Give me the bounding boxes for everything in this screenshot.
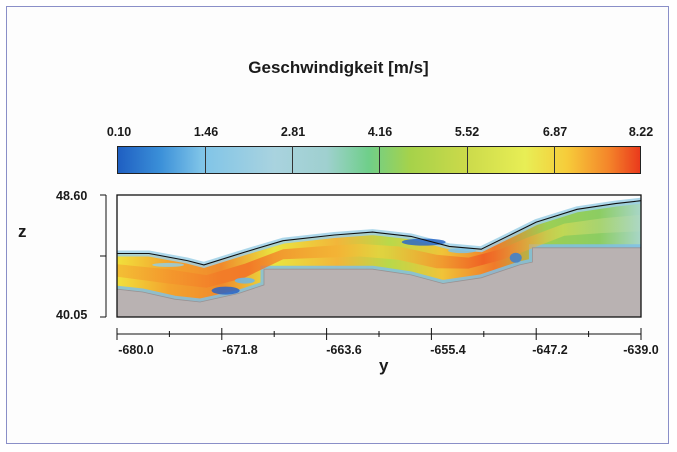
recirculation-zone: [401, 238, 446, 246]
colorbar-tick-label: 5.52: [454, 125, 480, 139]
y-tick-label-bottom: 40.05: [56, 308, 88, 322]
colorbar-tick-label: 0.10: [106, 125, 132, 139]
colorbar-divider: [379, 146, 380, 174]
river-bed-terrain: [117, 247, 641, 317]
x-tick-label: -671.8: [222, 343, 258, 357]
plot-frame: [116, 194, 642, 318]
x-tick-label: -639.0: [623, 343, 659, 357]
colorbar-divider: [467, 146, 468, 174]
x-tick-label: -680.0: [118, 343, 154, 357]
colorbar-divider: [554, 146, 555, 174]
recirculation-zone: [152, 262, 185, 267]
x-tick-label: -655.4: [430, 343, 466, 357]
x-tick-label: -663.6: [326, 343, 362, 357]
colorbar-divider: [205, 146, 206, 174]
colorbar-divider: [292, 146, 293, 174]
chart-title: Geschwindigkeit [m/s]: [248, 58, 429, 77]
x-tick-label: -647.2: [532, 343, 568, 357]
colorbar-tick-label: 4.16: [367, 125, 393, 139]
colorbar-tick-label: 6.87: [542, 125, 568, 139]
colorbar-tick-label: 8.22: [628, 125, 654, 139]
colorbar-tick-label: 1.46: [193, 125, 219, 139]
colorbar-tick-label: 2.81: [280, 125, 306, 139]
recirculation-zone: [234, 277, 255, 284]
recirculation-zone: [448, 248, 477, 254]
recirculation-zone: [211, 286, 240, 295]
high-velocity-core: [117, 214, 641, 288]
recirculation-zone: [509, 252, 522, 263]
y-axis-label: z: [18, 222, 27, 241]
water-surface-line: [117, 200, 641, 266]
y-tick-label-top: 48.60: [56, 189, 88, 203]
x-axis-label: y: [379, 356, 389, 375]
